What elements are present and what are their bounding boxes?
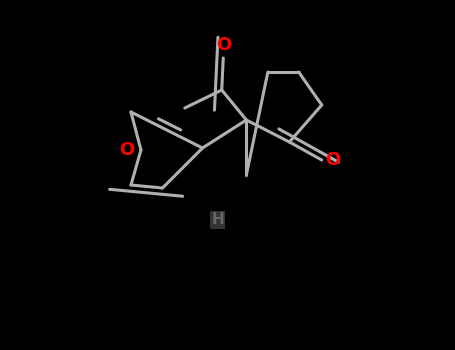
Text: O: O [119, 141, 134, 159]
Text: O: O [325, 151, 340, 169]
Text: H: H [212, 212, 224, 228]
Text: O: O [216, 36, 231, 55]
